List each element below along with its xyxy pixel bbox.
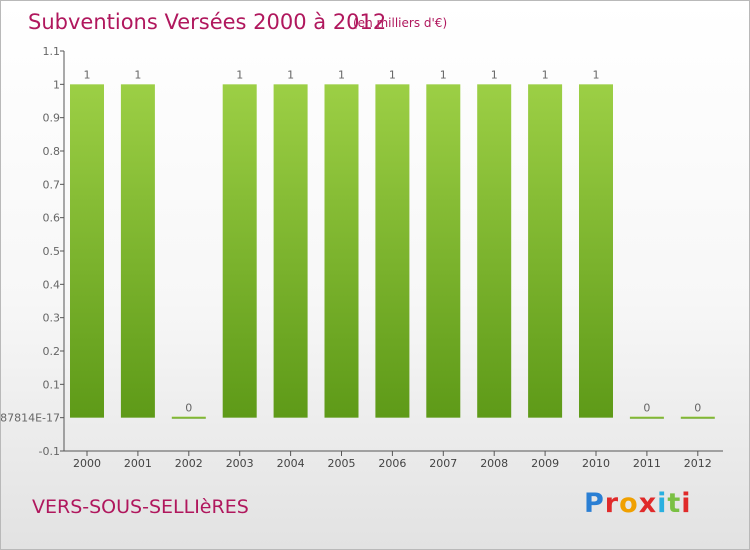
brand-letter: i [681,488,692,519]
y-tick-label: 0.2 [43,345,61,358]
bar [324,84,359,418]
x-tick-label: 2009 [531,457,559,470]
x-tick-label: 2002 [175,457,203,470]
bar-value-label: 1 [84,68,91,81]
x-tick-label: 2001 [124,457,152,470]
bar-value-label: 1 [287,68,294,81]
bar [273,84,308,418]
chart-title: Subventions Versées 2000 à 2012 [28,10,387,34]
x-tick-label: 2011 [633,457,661,470]
x-tick-label: 2008 [480,457,508,470]
x-tick-label: 2003 [226,457,254,470]
x-tick-label: 2000 [73,457,101,470]
y-tick-label: 1 [53,78,60,91]
y-tick-label: 0.8 [43,145,61,158]
y-tick-label: 0.1 [43,378,61,391]
bar-value-label: 1 [491,68,498,81]
commune-name: VERS-SOUS-SELLIèRES [32,496,249,518]
y-tick-label: 1.387814E-17 [1,412,60,425]
y-tick-label: 0.6 [43,212,61,225]
unit-note: (en milliers d'€) [353,16,448,30]
bar [375,84,410,418]
bar-value-label: 0 [643,402,650,415]
brand-letter: P [584,488,605,519]
brand-letter: x [638,488,658,519]
x-tick-label: 2007 [429,457,457,470]
x-tick-label: 2005 [328,457,356,470]
y-tick-label: -0.1 [39,445,60,458]
bar [222,84,257,418]
proxiti-logo: Proxiti [584,488,692,519]
bar [171,416,206,419]
y-tick-label: 0.7 [43,178,61,191]
bar [680,416,715,419]
bar-value-label: 1 [236,68,243,81]
x-tick-label: 2012 [684,457,712,470]
y-tick-label: 0.9 [43,112,61,125]
bar-value-label: 1 [134,68,141,81]
brand-letter: i [657,488,668,519]
y-tick-label: 0.5 [43,245,61,258]
bar [477,84,512,418]
bar [70,84,104,418]
bar-value-label: 1 [542,68,549,81]
bar [579,84,613,418]
x-tick-label: 2010 [582,457,610,470]
bar-value-label: 1 [389,68,396,81]
bar [528,84,563,418]
bar-value-label: 1 [593,68,600,81]
brand-letter: t [667,488,682,519]
bar-value-label: 0 [694,402,701,415]
bar-value-label: 1 [440,68,447,81]
y-tick-label: 0.4 [43,278,61,291]
brand-letter: r [604,488,620,519]
bar-value-label: 0 [185,402,192,415]
x-tick-label: 2006 [378,457,406,470]
brand-letter: o [619,488,639,519]
y-tick-label: 1.1 [43,45,61,58]
bar-value-label: 1 [338,68,345,81]
bar [120,84,155,418]
y-tick-label: 0.3 [43,312,61,325]
bar [629,416,664,419]
x-tick-label: 2004 [277,457,305,470]
bar [426,84,461,418]
